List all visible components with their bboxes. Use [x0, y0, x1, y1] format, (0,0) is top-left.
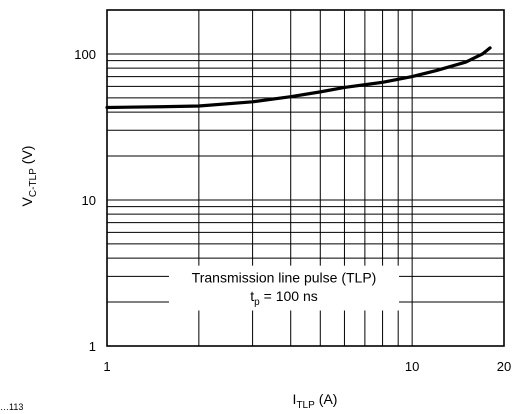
y-axis-label-unit: (V): [19, 146, 35, 165]
grid-lines: [107, 10, 504, 346]
x-axis-label: ITLP (A): [293, 391, 338, 411]
y-tick-label: 100: [74, 47, 96, 62]
x-axis-label-main: I: [293, 391, 297, 407]
y-tick-label: 1: [89, 339, 96, 354]
x-axis-label-unit: (A): [319, 391, 338, 407]
y-axis-label: VC-TLP (V): [19, 146, 39, 207]
y-axis-label-sub: C-TLP: [28, 168, 39, 197]
x-axis-label-sub: TLP: [296, 400, 315, 411]
x-tick-label: 1: [103, 359, 110, 374]
y-tick-label: 10: [82, 193, 96, 208]
footnote: …113: [0, 402, 23, 412]
x-tick-labels: 1 10 20: [103, 359, 511, 374]
annotation-t-sub: p: [254, 297, 260, 308]
y-axis-label-main: V: [19, 196, 35, 206]
series-line-1: [105, 46, 492, 110]
annotation-t: t: [250, 288, 254, 304]
annotation-box: [169, 265, 399, 311]
y-tick-labels: 1 10 100: [74, 47, 96, 354]
annotation-rest: = 100 ns: [264, 288, 318, 304]
annotation-line2: tp = 100 ns: [250, 288, 318, 308]
x-tick-label: 20: [497, 359, 511, 374]
series-curves: [105, 46, 492, 110]
x-tick-label: 10: [405, 359, 419, 374]
annotation-line1: Transmission line pulse (TLP): [192, 269, 377, 285]
plot-frame: [106, 9, 505, 347]
